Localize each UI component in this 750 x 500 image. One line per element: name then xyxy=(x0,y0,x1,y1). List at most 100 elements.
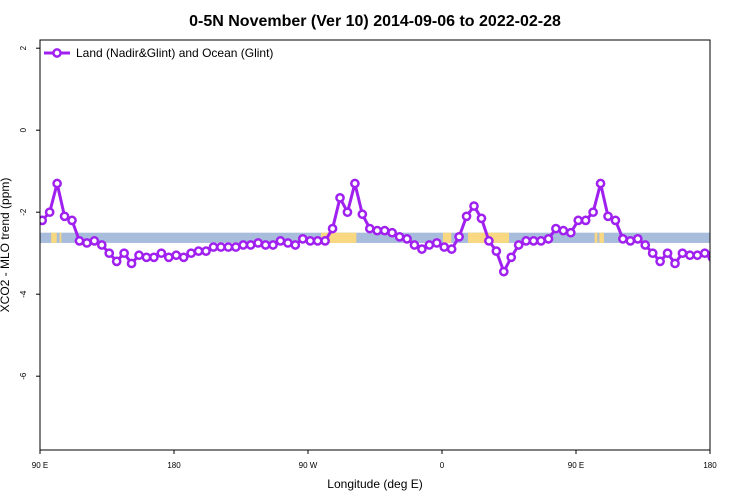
data-point-31 xyxy=(268,240,278,250)
data-point-62 xyxy=(498,266,509,277)
data-point-78 xyxy=(618,234,628,244)
data-point-79 xyxy=(625,236,636,246)
chart-title: 0-5N November (Ver 10) 2014-09-06 to 202… xyxy=(189,13,561,30)
data-point-11 xyxy=(119,248,129,259)
data-point-1 xyxy=(44,207,55,218)
y-axis: 2 0 -2 -4 -6 xyxy=(19,45,40,380)
data-point-27 xyxy=(238,240,249,250)
data-point-76 xyxy=(603,211,613,222)
data-point-29 xyxy=(253,238,263,248)
data-point-38 xyxy=(320,236,330,246)
data-point-84 xyxy=(662,248,673,259)
band-land-segment-1 xyxy=(59,232,62,243)
data-point-18 xyxy=(171,250,182,261)
data-point-8 xyxy=(96,240,107,250)
data-point-68 xyxy=(543,234,554,244)
data-point-69 xyxy=(551,223,561,234)
data-point-5 xyxy=(74,236,85,246)
data-point-60 xyxy=(484,236,494,246)
data-point-85 xyxy=(670,258,680,269)
data-point-4 xyxy=(67,215,77,226)
data-point-43 xyxy=(357,209,368,220)
data-point-30 xyxy=(260,240,271,250)
x-tick-label-5: 180 xyxy=(703,461,717,470)
y-tick-label-1: 0 xyxy=(19,127,28,132)
data-point-15 xyxy=(149,252,159,263)
x-tick-label-4: 90 E xyxy=(568,461,584,470)
data-point-71 xyxy=(565,227,576,238)
band-land-segment-6 xyxy=(599,232,604,243)
data-point-10 xyxy=(111,256,122,267)
legend-entry: Land (Nadir&Glint) and Ocean (Glint) xyxy=(76,46,273,60)
data-point-45 xyxy=(372,225,383,236)
data-point-23 xyxy=(208,242,219,252)
y-tick-label-0: 2 xyxy=(19,45,28,50)
data-point-52 xyxy=(424,240,435,250)
y-tick-label-2: -2 xyxy=(19,208,28,216)
data-point-51 xyxy=(417,244,427,254)
data-point-17 xyxy=(163,252,174,263)
data-point-37 xyxy=(312,236,323,246)
data-point-61 xyxy=(491,246,502,256)
data-point-66 xyxy=(528,236,539,246)
data-point-87 xyxy=(685,250,695,261)
data-point-42 xyxy=(350,178,360,189)
x-tick-label-2: 90 W xyxy=(299,461,318,470)
x-axis: 90 E 180 90 W 0 90 E 180 xyxy=(32,450,717,470)
data-point-36 xyxy=(305,236,316,246)
data-point-77 xyxy=(610,215,621,226)
data-point-26 xyxy=(230,242,241,252)
data-point-47 xyxy=(387,227,397,238)
data-point-56 xyxy=(454,231,464,242)
legend: Land (Nadir&Glint) and Ocean (Glint) xyxy=(44,46,273,60)
data-point-6 xyxy=(82,238,92,248)
data-point-64 xyxy=(513,240,524,250)
data-point-86 xyxy=(677,248,688,259)
band-land-segment-2 xyxy=(321,232,357,243)
data-point-46 xyxy=(379,225,390,236)
data-point-13 xyxy=(134,250,144,261)
data-point-41 xyxy=(342,207,353,218)
plot-area xyxy=(39,39,711,451)
data-point-70 xyxy=(558,225,569,236)
data-point-33 xyxy=(283,238,293,248)
data-point-0 xyxy=(40,215,48,226)
band-land-segment-5 xyxy=(594,232,598,243)
band-land-segment-3 xyxy=(442,232,452,243)
data-point-34 xyxy=(290,240,301,250)
plot-frame xyxy=(39,39,711,451)
data-point-63 xyxy=(506,252,517,263)
y-axis-label: XCO2 - MLO trend (ppm) xyxy=(0,178,12,313)
data-point-44 xyxy=(364,223,375,234)
data-point-49 xyxy=(402,234,412,244)
band-land-segment-0 xyxy=(51,232,57,243)
data-point-88 xyxy=(692,250,703,261)
data-point-24 xyxy=(216,242,226,252)
x-tick-label-0: 90 E xyxy=(32,461,48,470)
data-point-9 xyxy=(104,248,115,259)
y-tick-label-4: -6 xyxy=(19,372,28,380)
data-point-48 xyxy=(394,231,405,242)
x-axis-label: Longitude (deg E) xyxy=(327,477,422,491)
data-point-19 xyxy=(178,252,189,263)
data-point-89 xyxy=(699,248,710,259)
data-point-83 xyxy=(655,256,665,267)
x-tick-label-1: 180 xyxy=(167,461,181,470)
data-point-3 xyxy=(59,211,70,222)
y-tick-label-3: -4 xyxy=(19,290,28,298)
data-point-28 xyxy=(245,240,256,250)
data-point-74 xyxy=(588,207,598,218)
data-point-54 xyxy=(439,242,450,252)
data-point-14 xyxy=(141,252,152,263)
data-point-73 xyxy=(580,215,591,226)
data-point-67 xyxy=(536,236,546,246)
data-point-58 xyxy=(469,201,479,211)
data-point-7 xyxy=(89,236,100,246)
data-point-55 xyxy=(446,244,457,254)
data-point-25 xyxy=(223,242,234,252)
legend-marker xyxy=(52,48,62,58)
data-point-32 xyxy=(275,236,286,246)
data-point-80 xyxy=(632,234,643,244)
data-point-12 xyxy=(126,258,137,269)
